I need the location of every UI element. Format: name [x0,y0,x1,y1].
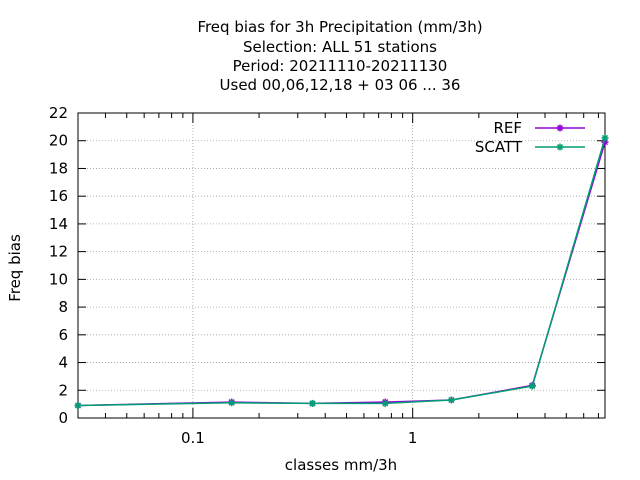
marker-stroke [601,134,609,141]
marker-stroke [529,383,536,390]
data-point-scatt [528,382,536,390]
data-point-scatt [601,134,609,142]
series-line-scatt [77,137,606,407]
legend-label-ref: REF [493,119,522,137]
y-tick-label: 4 [58,354,68,372]
marker-stroke [74,402,82,409]
y-tick-label: 16 [49,187,68,205]
marker-stroke [556,143,564,151]
data-point-scatt [381,399,389,407]
marker-stroke [448,396,455,404]
y-tick-label: 22 [49,104,68,122]
y-axis-label: Freq bias [6,234,24,302]
y-tick-label: 0 [58,409,68,427]
x-axis-label: classes mm/3h [285,456,397,474]
x-ticks: 0.1 1 [104,113,599,447]
grid-lines [78,113,605,418]
y-tick-label: 6 [58,326,68,344]
y-tick-label: 2 [58,381,68,399]
y-tick-label: 10 [49,270,68,288]
marker-stroke [382,400,389,407]
title-line-1: Freq bias for 3h Precipitation (mm/3h) [197,18,482,36]
legend-marker-scatt [556,143,564,151]
marker-stroke [309,400,316,407]
chart-title: Freq bias for 3h Precipitation (mm/3h) S… [197,18,482,94]
legend-label-scatt: SCATT [475,138,523,156]
y-tick-label: 14 [49,215,68,233]
data-point-scatt [74,402,82,410]
y-tick-label: 18 [49,159,68,177]
data-point-scatt [228,399,236,407]
x-tick-label: 0.1 [181,429,205,447]
series-line-ref [77,141,606,407]
y-ticks: 0 2 4 6 8 10 12 14 16 18 20 22 [49,104,605,427]
y-tick-label: 8 [58,298,68,316]
title-line-2: Selection: ALL 51 stations [243,38,437,56]
data-point-scatt [447,396,455,404]
legend: REF SCATT [475,119,585,156]
marker-stroke [228,399,235,406]
title-line-4: Used 00,06,12,18 + 03 06 ... 36 [220,76,461,94]
legend-marker-ref [556,124,564,132]
y-tick-label: 12 [49,243,68,261]
data-series [74,134,609,410]
title-line-3: Period: 20211110-20211130 [233,57,448,75]
data-point-scatt [308,399,316,407]
marker-stroke [556,124,564,132]
plot-frame [77,112,606,419]
x-tick-label: 1 [408,429,418,447]
y-tick-label: 20 [49,132,68,150]
